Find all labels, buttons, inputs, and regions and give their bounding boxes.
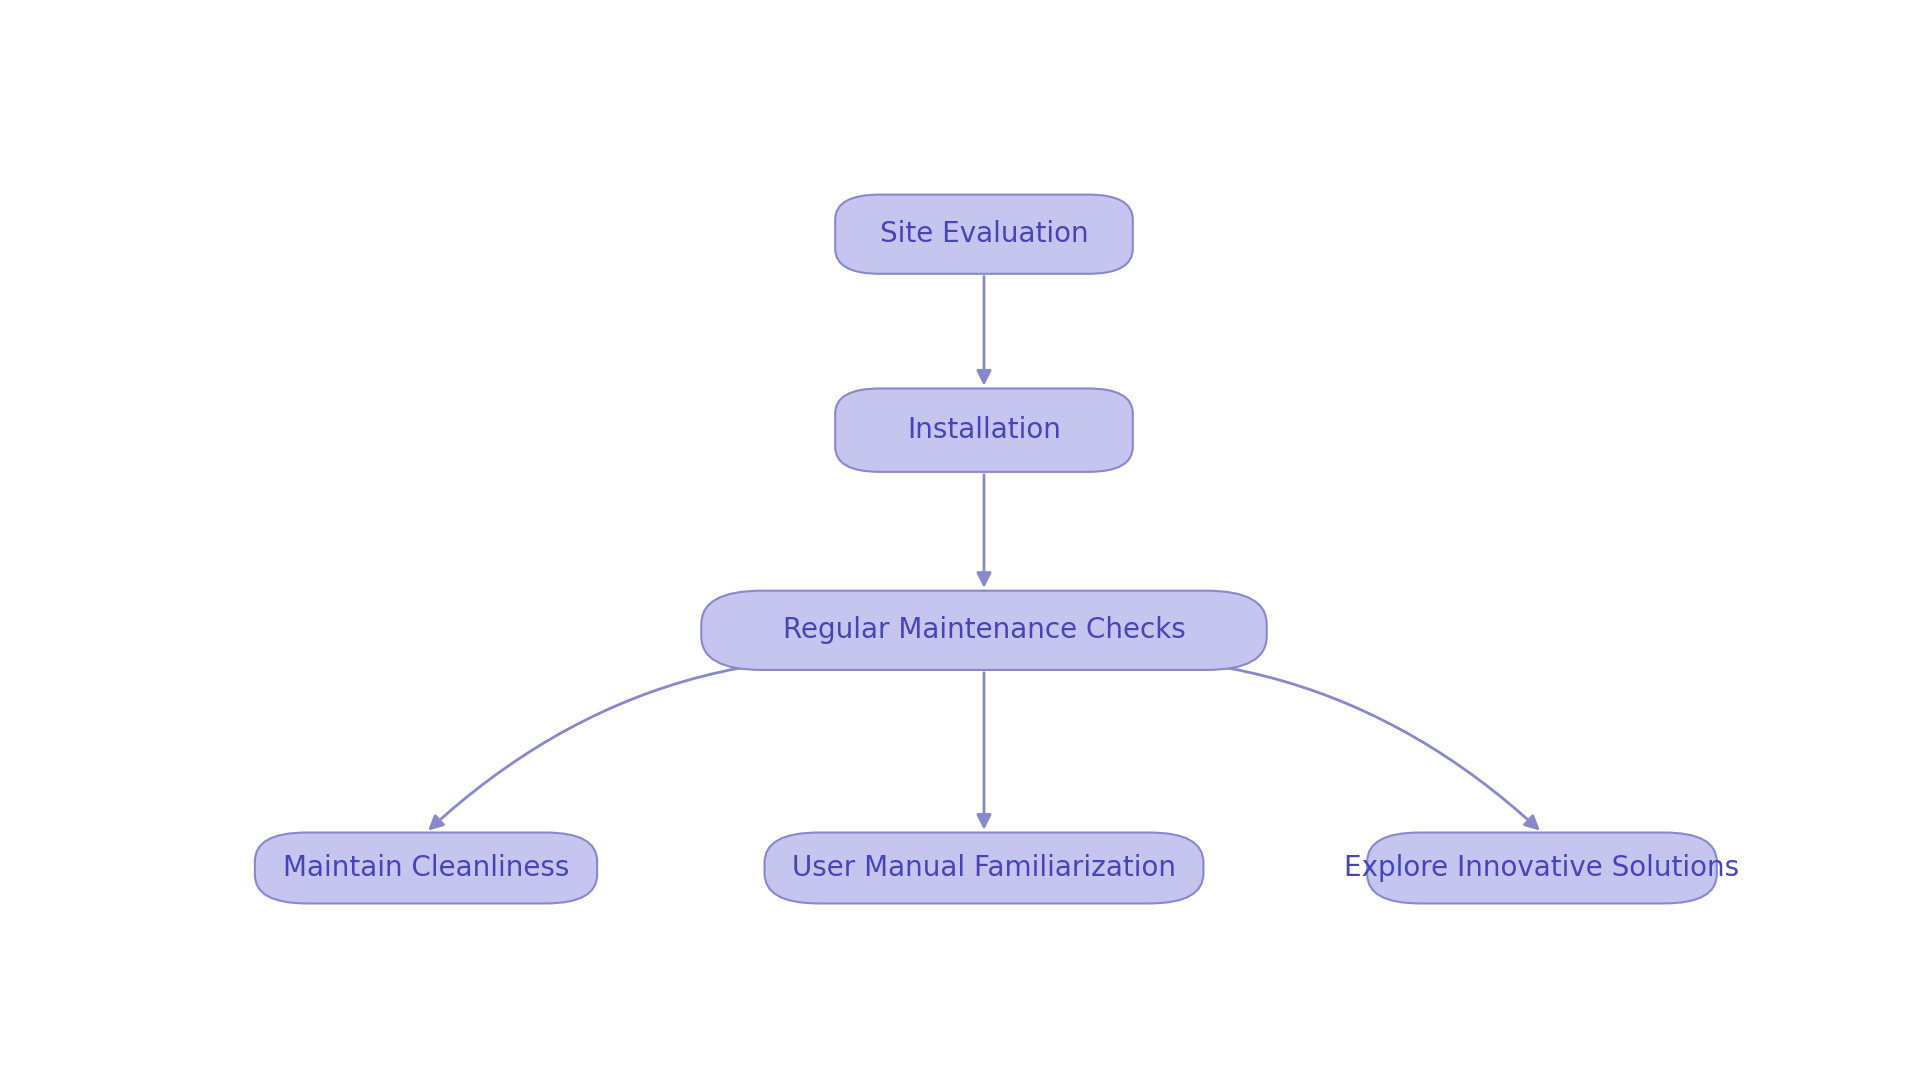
Text: Installation: Installation bbox=[906, 416, 1062, 444]
Text: Maintain Cleanliness: Maintain Cleanliness bbox=[282, 854, 568, 882]
Text: Explore Innovative Solutions: Explore Innovative Solutions bbox=[1344, 854, 1740, 882]
FancyBboxPatch shape bbox=[835, 195, 1133, 274]
FancyBboxPatch shape bbox=[255, 833, 597, 903]
FancyBboxPatch shape bbox=[764, 833, 1204, 903]
FancyBboxPatch shape bbox=[1367, 833, 1716, 903]
FancyBboxPatch shape bbox=[701, 590, 1267, 670]
Text: User Manual Familiarization: User Manual Familiarization bbox=[791, 854, 1175, 882]
Text: Site Evaluation: Site Evaluation bbox=[879, 220, 1089, 248]
FancyBboxPatch shape bbox=[835, 389, 1133, 472]
Text: Regular Maintenance Checks: Regular Maintenance Checks bbox=[783, 616, 1185, 644]
